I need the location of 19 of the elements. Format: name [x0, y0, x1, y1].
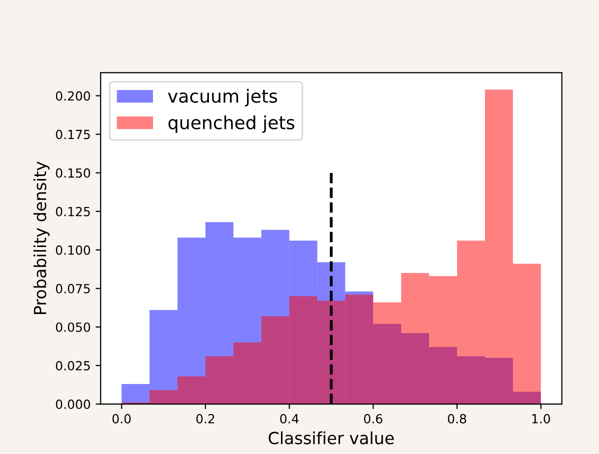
x-tick-label: 0.6 — [364, 414, 382, 424]
y-tick-label: 0.025 — [56, 360, 90, 370]
x-tick-label: 0.2 — [196, 414, 214, 424]
x-tick-label: 0.4 — [280, 414, 299, 424]
y-tick-label: 0.150 — [56, 168, 90, 178]
x-tick-label: 0.0 — [112, 414, 131, 424]
y-tick-label: 0.200 — [56, 91, 90, 101]
y-tick-label: 0.100 — [56, 245, 90, 255]
y-tick-label: 0.050 — [56, 322, 90, 332]
x-tick-label: 1.0 — [532, 414, 550, 424]
y-tick-label: 0.000 — [56, 400, 90, 409]
y-tick-label: 0.125 — [56, 206, 90, 216]
x-axis-title: Classifier value — [268, 431, 394, 444]
y-tick-label: 0.075 — [56, 284, 90, 294]
y-axis-title: Probability density — [33, 162, 50, 314]
legend-label: vacuum jets — [168, 88, 278, 106]
legend-label: quenched jets — [168, 115, 294, 133]
x-tick-label: 0.8 — [448, 414, 466, 424]
y-tick-label: 0.175 — [56, 130, 90, 140]
